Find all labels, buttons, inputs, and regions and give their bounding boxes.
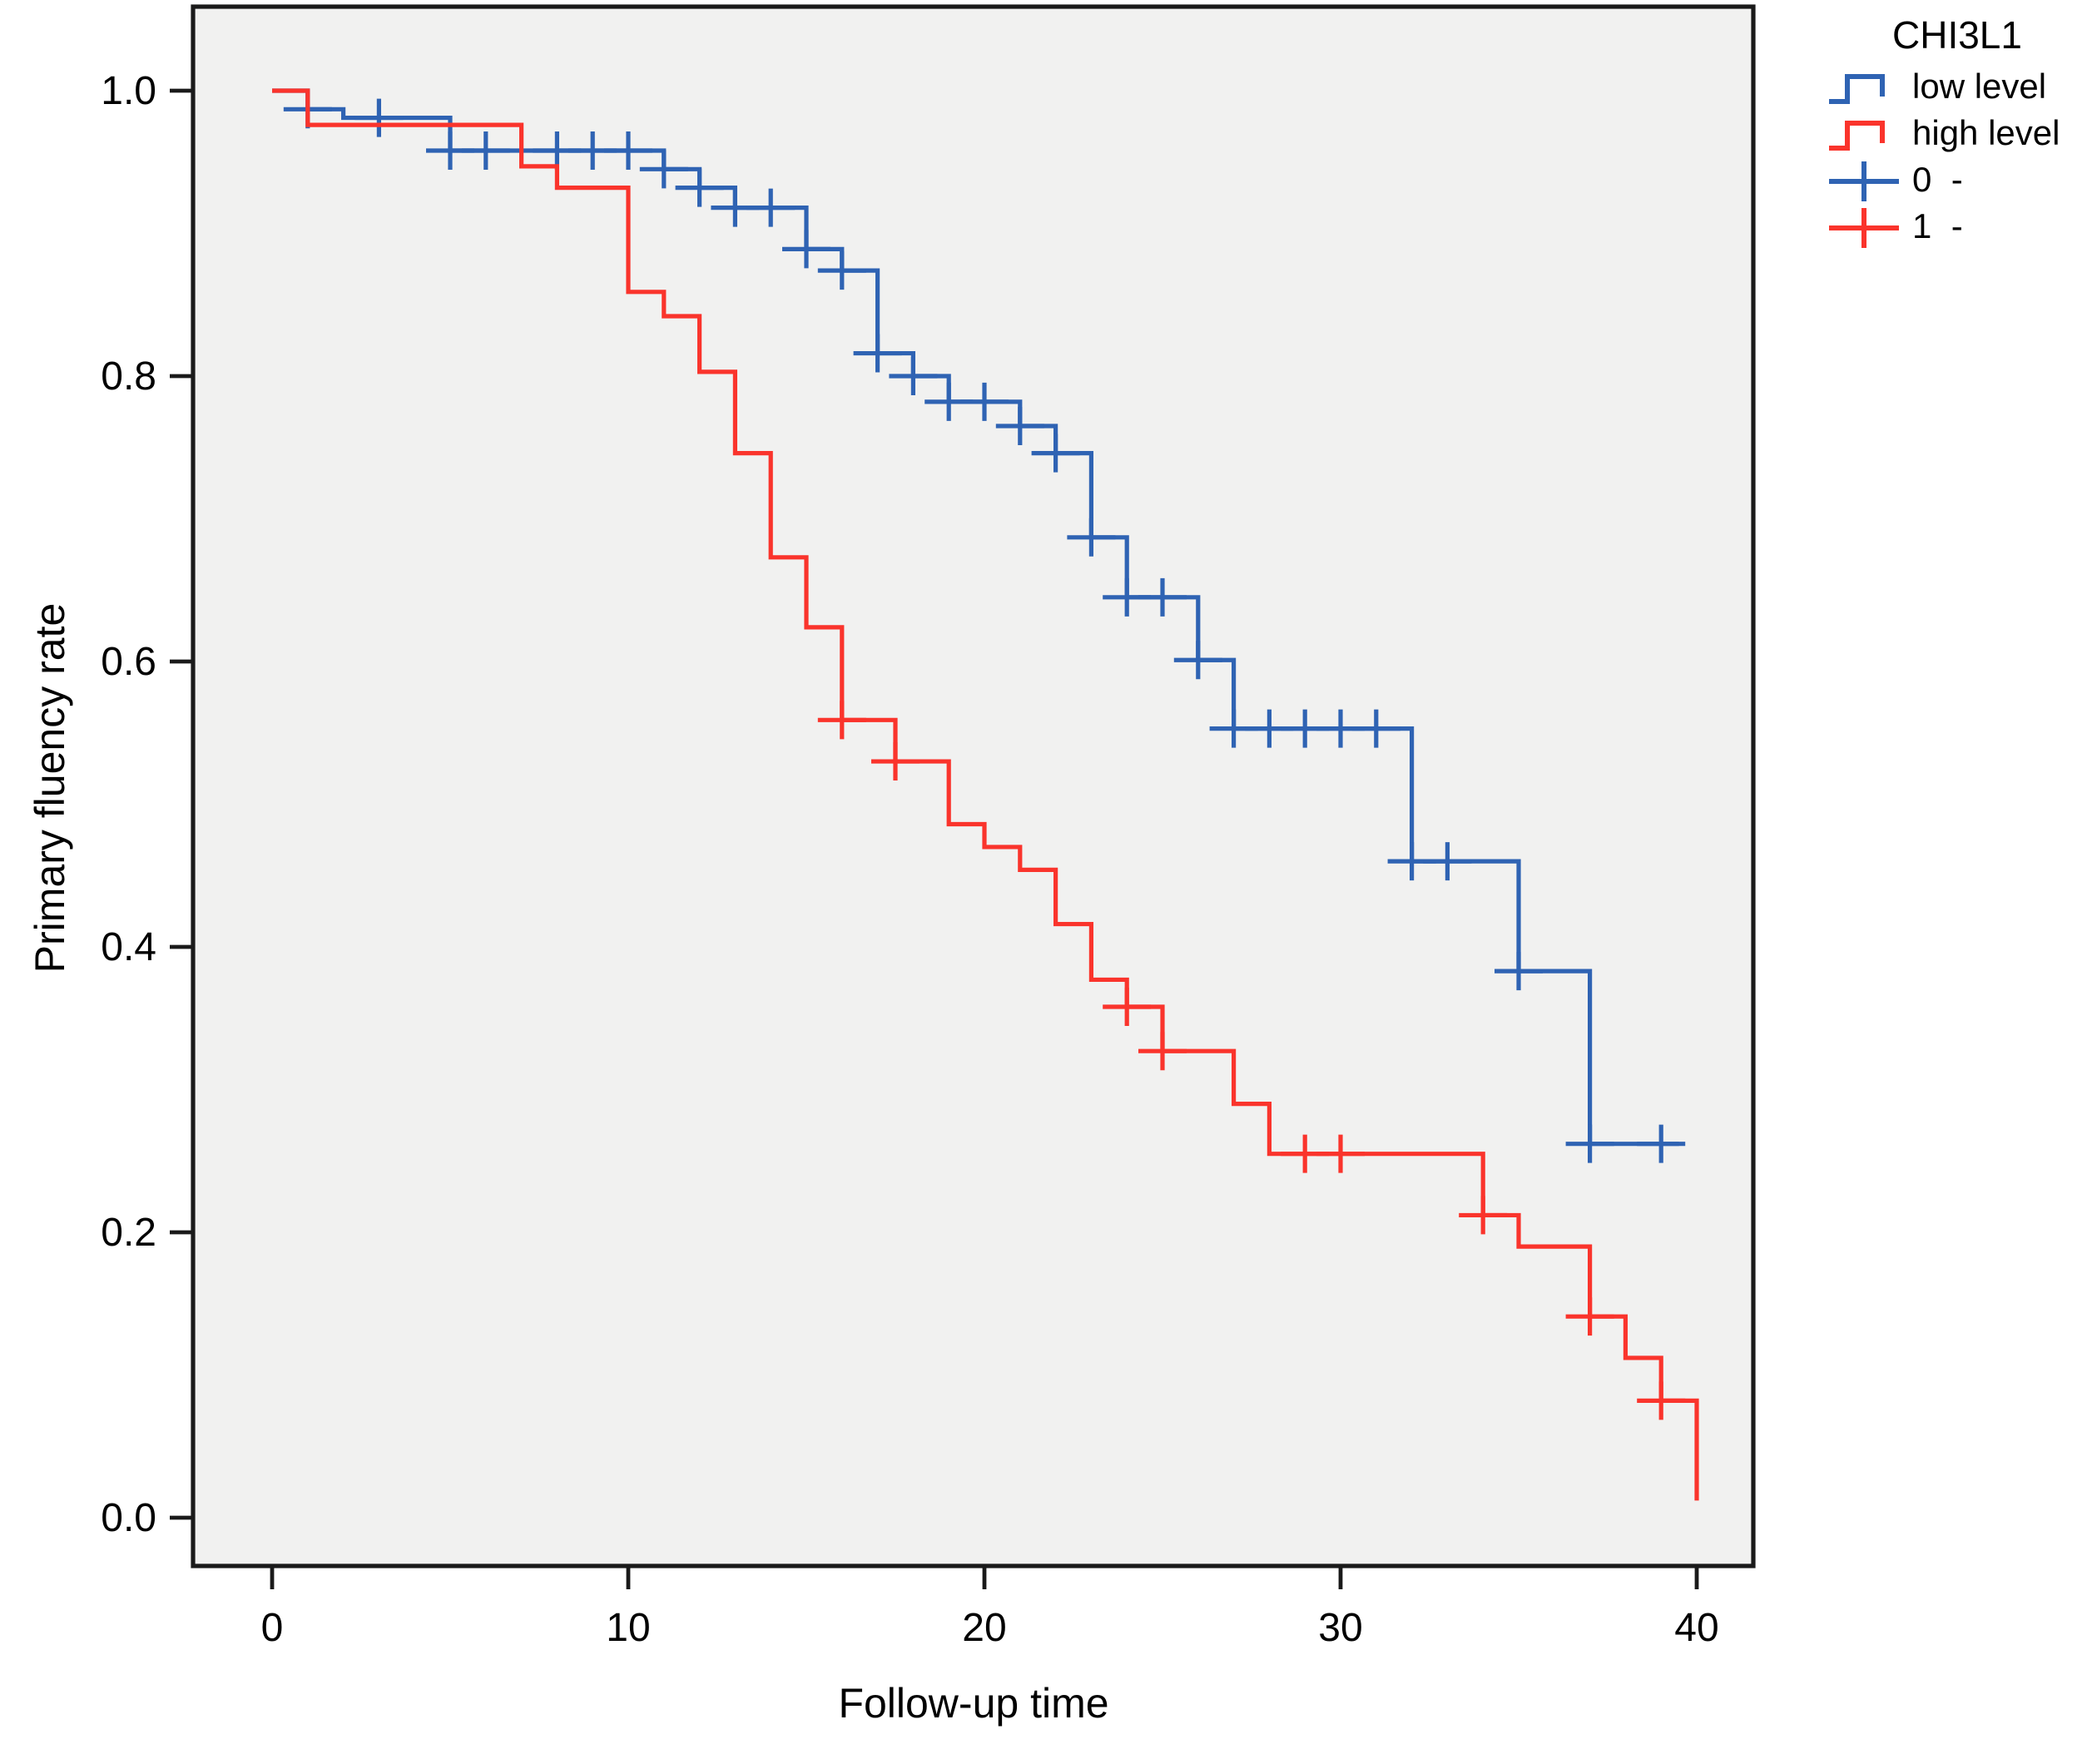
censor-mark-low-level	[675, 168, 724, 207]
y-axis-title: Primary fluency rate	[27, 602, 74, 974]
legend-entry-label: 0 -	[1912, 161, 1963, 200]
censor-mark-low-level	[604, 131, 652, 171]
censor-mark-low-level	[746, 188, 796, 227]
y-tick-label: 0.8	[101, 354, 156, 399]
censor-mark-low-level	[639, 150, 688, 189]
legend-entry-label: 1 -	[1912, 208, 1963, 246]
y-tick-label: 0.4	[101, 925, 156, 969]
x-tick-label: 40	[1674, 1606, 1718, 1650]
censor-mark-low-level	[1637, 1124, 1686, 1163]
plot-frame	[191, 4, 1756, 1568]
legend-entry-high-level: high level	[1827, 111, 2087, 158]
step-line-swatch-icon	[1829, 74, 1885, 104]
plus-censor-icon	[1829, 208, 1899, 248]
curve-high-level	[272, 88, 1699, 1501]
plus-censor-icon	[1829, 161, 1899, 201]
x-tick-label: 10	[606, 1606, 650, 1650]
censor-mark-low-level	[354, 98, 404, 137]
censor-mark-low-level	[889, 357, 938, 395]
censor-mark-high-level	[817, 701, 866, 740]
y-tick-label: 0.6	[101, 640, 156, 684]
y-tick-label: 0.2	[101, 1211, 156, 1255]
x-axis-title: Follow-up time	[838, 1681, 1109, 1727]
censor-mark-low-level	[1173, 641, 1222, 680]
legend-title: CHI3L1	[1892, 13, 2022, 57]
censor-mark-high-level	[1459, 1196, 1508, 1235]
legend-entry-censored-1: 1 -	[1827, 205, 2087, 251]
censor-mark-high-level	[1316, 1134, 1365, 1173]
censor-mark-high-level	[1103, 988, 1152, 1027]
censor-mark-low-level	[1423, 842, 1472, 881]
censor-mark-high-level	[871, 742, 920, 781]
censor-mark-low-level	[461, 131, 510, 171]
censor-mark-low-level	[1067, 518, 1116, 557]
y-tick-label: 0.0	[101, 1496, 156, 1540]
step-line-swatch-icon	[1829, 121, 1885, 151]
legend-entry-low-level: low level	[1827, 65, 2087, 111]
censor-mark-low-level	[1031, 434, 1080, 473]
legend: CHI3L1 low level high level 0 -	[1827, 13, 2087, 251]
censor-mark-low-level	[853, 334, 902, 373]
censor-mark-low-level	[1495, 952, 1543, 991]
plot-area	[193, 7, 1753, 1566]
censor-mark-low-level	[960, 382, 1009, 421]
censor-mark-low-level	[1351, 709, 1400, 748]
y-tick-label: 1.0	[101, 69, 156, 113]
censor-mark-low-level	[995, 407, 1044, 446]
censor-mark-high-level	[1138, 1032, 1187, 1071]
censor-mark-low-level	[1565, 1124, 1614, 1163]
legend-entry-label: high level	[1912, 115, 2060, 153]
x-tick-label: 30	[1318, 1606, 1362, 1650]
censor-mark-high-level	[1565, 1297, 1614, 1336]
censor-mark-low-level	[782, 230, 830, 269]
censor-mark-low-level	[1138, 577, 1187, 617]
censor-mark-low-level	[817, 251, 866, 290]
legend-entry-censored-0: 0 -	[1827, 158, 2087, 205]
legend-entry-label: low level	[1912, 68, 2047, 107]
x-tick-label: 20	[962, 1606, 1006, 1650]
x-tick-label: 0	[261, 1606, 284, 1650]
censor-mark-high-level	[1637, 1381, 1686, 1420]
